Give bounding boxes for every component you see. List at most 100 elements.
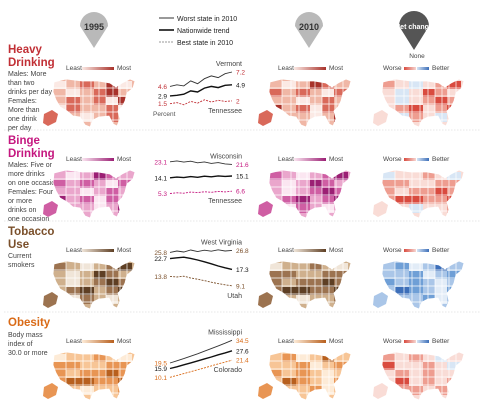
row-binge-desc-5: drinks on	[8, 207, 37, 214]
row-tobacco-series-2-end: 9.1	[236, 283, 245, 290]
row-binge-scale-2010	[294, 158, 326, 161]
header-2010: 2010	[295, 12, 323, 48]
row-tobacco-map-net	[381, 260, 465, 310]
row-heavy-desc-5: one drink	[8, 116, 37, 123]
row-heavy-series-0-start: 4.6	[158, 84, 167, 91]
row-binge-best-state: Tennessee	[208, 198, 242, 205]
row-binge-least-2010: Least	[278, 156, 294, 163]
row-binge-series-1-line	[169, 175, 233, 179]
row-binge-series-2-end: 6.6	[236, 189, 245, 196]
row-binge-scale-net-worse	[404, 158, 416, 161]
row-heavy-series-1-line	[169, 84, 233, 97]
row-binge-desc-4: or more	[8, 198, 32, 205]
row-obesity-best-state: Colorado	[214, 367, 243, 374]
row-binge-series-2-line	[169, 190, 233, 194]
row-heavy-desc-2: drinks per day	[8, 89, 52, 96]
row-obesity-desc-2: 30.0 or more	[8, 350, 48, 357]
row-binge-title-line2: Drinking	[8, 148, 55, 160]
row-tobacco-title-line1: Tobacco	[8, 226, 54, 238]
row-heavy-map-1995	[52, 78, 136, 128]
row-tobacco-most-2010: Most	[329, 247, 343, 254]
row-obesity-series-0-start: 19.5	[154, 361, 167, 368]
row-tobacco-series-0-start: 25.8	[154, 250, 167, 257]
row-binge-desc-1: more drinks	[8, 171, 45, 178]
row-tobacco-series-1-line	[169, 256, 233, 271]
header-1995-label: 1995	[84, 22, 104, 32]
row-heavy-desc-3: Females:	[8, 98, 37, 105]
row-tobacco-scale-net-worse	[404, 249, 416, 252]
row-binge-scale-1995	[82, 158, 114, 161]
row-heavy-desc-1: than two	[8, 80, 35, 87]
row-binge-map-1995	[52, 169, 136, 219]
row-obesity-alaska-2010	[258, 383, 273, 399]
row-obesity-series-1-line	[169, 350, 233, 370]
row-heavy-scale-1995	[82, 67, 114, 70]
row-binge-map-net	[381, 169, 465, 219]
row-tobacco-map-1995	[52, 260, 136, 310]
row-heavy-desc-0: Males: More	[8, 71, 47, 78]
row-tobacco-worse: Worse	[383, 247, 402, 254]
row-tobacco-series-1-end: 17.3	[236, 267, 249, 274]
row-binge-desc-0: Males: Five or	[8, 162, 53, 169]
row-tobacco-most-1995: Most	[117, 247, 131, 254]
row-heavy-ylabel: Percent	[153, 111, 176, 118]
row-binge-series-1-start: 14.1	[154, 175, 167, 182]
row-tobacco-alaska-net	[373, 292, 388, 308]
row-binge-alaska-2010	[258, 201, 273, 217]
legend-worst-label: Worst state in 2010	[177, 16, 237, 23]
row-tobacco-worst-state: West Virginia	[201, 239, 242, 246]
row-heavy-series-2-start: 1.5	[158, 101, 167, 108]
row-heavy-alaska-2010	[258, 110, 273, 126]
row-heavy-series-2-line	[169, 99, 233, 106]
row-heavy-most-1995: Most	[117, 65, 131, 72]
row-heavy-scale-net-worse	[404, 67, 416, 70]
row-tobacco-series-0-line	[169, 249, 233, 253]
row-obesity-series-0-line	[169, 339, 233, 364]
row-heavy-better: Better	[432, 65, 450, 72]
row-obesity-scale-2010	[294, 340, 326, 343]
row-obesity-series-1-end: 27.6	[236, 348, 249, 355]
row-obesity-map-net	[381, 351, 465, 401]
row-heavy-best-state: Tennessee	[208, 108, 242, 115]
row-heavy-title-line2: Drinking	[8, 57, 55, 69]
row-binge-worst-state: Wisconsin	[210, 153, 242, 160]
row-tobacco-series-2-start: 13.8	[154, 274, 167, 281]
row-tobacco-scale-1995	[82, 249, 114, 252]
row-obesity-better: Better	[432, 338, 450, 345]
row-heavy-most-2010: Most	[329, 65, 343, 72]
row-heavy-alaska-net	[373, 110, 388, 126]
row-obesity-series-2-start: 10.1	[154, 375, 167, 382]
row-obesity-map-1995	[52, 351, 136, 401]
row-heavy-alaska-1995	[43, 110, 58, 126]
row-obesity-title-line1: Obesity	[8, 317, 51, 329]
row-binge-alaska-1995	[43, 201, 58, 217]
row-binge-series-0-start: 23.1	[154, 159, 167, 166]
row-obesity-alaska-1995	[43, 383, 58, 399]
row-binge-most-2010: Most	[329, 156, 343, 163]
row-obesity-worst-state: Mississippi	[208, 329, 242, 336]
row-heavy-title-line1: Heavy	[8, 44, 42, 56]
header-1995: 1995	[80, 12, 108, 48]
row-obesity-scale-1995	[82, 340, 114, 343]
row-binge-map-2010	[268, 169, 352, 219]
row-tobacco-map-2010	[268, 260, 352, 310]
header-net-change: Net change	[395, 11, 433, 50]
row-tobacco-series-2-line	[169, 275, 233, 287]
row-binge-series-1-end: 15.1	[236, 174, 249, 181]
row-binge-title-line1: Binge	[8, 135, 40, 147]
row-heavy-map-2010	[268, 78, 352, 128]
row-tobacco-series-1-start: 22.7	[154, 256, 167, 263]
row-binge-least-1995: Least	[66, 156, 82, 163]
legend-nation-label: Nationwide trend	[177, 28, 230, 35]
row-heavy-least-2010: Least	[278, 65, 294, 72]
row-tobacco-best-state: Utah	[227, 293, 242, 300]
row-tobacco-better: Better	[432, 247, 450, 254]
row-heavy-worse: Worse	[383, 65, 402, 72]
row-heavy-series-0-line	[169, 71, 233, 87]
row-tobacco-alaska-1995	[43, 292, 58, 308]
row-tobacco-scale-net-better	[417, 249, 429, 252]
row-obesity-worse: Worse	[383, 338, 402, 345]
row-obesity-map-2010	[268, 351, 352, 401]
